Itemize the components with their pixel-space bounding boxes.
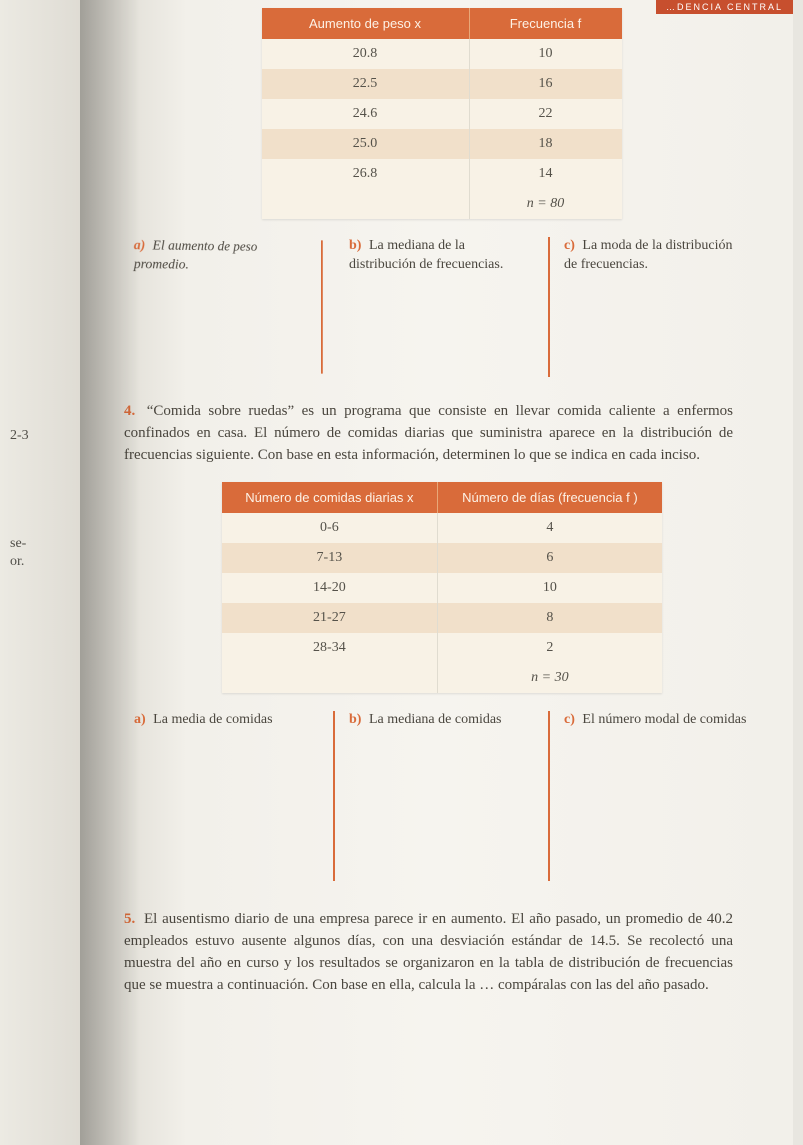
q4-col-c: c) El número modal de comidas xyxy=(550,711,763,881)
t1-r3c1: 18 xyxy=(469,129,621,159)
q4-b-label: b) xyxy=(349,712,361,727)
para4-text: “Comida sobre ruedas” es un programa que… xyxy=(124,403,733,463)
t2-r3c0: 21-27 xyxy=(222,603,438,633)
t2-total0 xyxy=(222,663,438,693)
q4-c-text: El número modal de comidas xyxy=(582,712,746,727)
q3-c-label: c) xyxy=(564,238,575,253)
para5-text: El ausentismo diario de una empresa pare… xyxy=(124,911,733,992)
q4-a-text: La media de comidas xyxy=(153,712,272,727)
t1-r3c0: 25.0 xyxy=(262,129,470,159)
margin-label-3: or. xyxy=(10,554,24,570)
q4-c-label: c) xyxy=(564,712,575,727)
t1-r4c0: 26.8 xyxy=(262,159,470,189)
t1-r1c1: 16 xyxy=(469,69,621,99)
t2-r1c1: 6 xyxy=(438,543,662,573)
t1-r4c1: 14 xyxy=(469,159,621,189)
para5-num: 5. xyxy=(124,911,135,927)
header-strip: …DENCIA CENTRAL xyxy=(656,0,793,14)
t2-h1: Número de días (frecuencia f ) xyxy=(438,482,662,513)
t1-r2c1: 22 xyxy=(469,99,621,129)
q4-a-label: a) xyxy=(134,712,146,727)
t1-r2c0: 24.6 xyxy=(262,99,470,129)
t2-r4c1: 2 xyxy=(438,633,662,663)
q3-c-text: La moda de la distribución de frecuencia… xyxy=(564,238,732,272)
q3-col-a: a) El aumento de peso promedio. xyxy=(120,237,323,377)
question4-options: a) La media de comidas b) La mediana de … xyxy=(120,711,763,881)
left-margin: 2-3 se- or. xyxy=(0,0,80,1145)
q4-b-text: La mediana de comidas xyxy=(369,712,502,727)
t2-h0: Número de comidas diarias x xyxy=(222,482,438,513)
t1-total1: n = 80 xyxy=(469,189,621,219)
q3-a-text: El aumento de peso promedio. xyxy=(134,239,257,273)
margin-label-1: 2-3 xyxy=(10,428,29,444)
q3-col-c: c) La moda de la distribución de frecuen… xyxy=(550,237,763,377)
t2-r1c0: 7-13 xyxy=(222,543,438,573)
t1-r0c1: 10 xyxy=(469,39,621,69)
t2-r2c1: 10 xyxy=(438,573,662,603)
q4-col-b: b) La mediana de comidas xyxy=(335,711,550,881)
t1-h1: Frecuencia f xyxy=(469,8,621,39)
t1-r0c0: 20.8 xyxy=(262,39,470,69)
paragraph-4: 4. “Comida sobre ruedas” es un programa … xyxy=(124,401,733,466)
q3-a-label: a) xyxy=(134,238,145,253)
t2-r4c0: 28-34 xyxy=(222,633,438,663)
t2-total1: n = 30 xyxy=(438,663,662,693)
t2-r2c0: 14-20 xyxy=(222,573,438,603)
t2-r0c0: 0-6 xyxy=(222,513,438,543)
q4-col-a: a) La media de comidas xyxy=(120,711,335,881)
t1-h0: Aumento de peso x xyxy=(262,8,470,39)
t1-r1c0: 22.5 xyxy=(262,69,470,99)
t2-r0c1: 4 xyxy=(438,513,662,543)
t2-r3c1: 8 xyxy=(438,603,662,633)
para4-num: 4. xyxy=(124,403,135,419)
q3-b-text: La mediana de la distribución de frecuen… xyxy=(349,238,503,272)
question3-options: a) El aumento de peso promedio. b) La me… xyxy=(120,237,763,377)
table-comidas: Número de comidas diarias x Número de dí… xyxy=(222,482,662,693)
q3-b-label: b) xyxy=(349,238,361,253)
page: …DENCIA CENTRAL Aumento de peso x Frecue… xyxy=(80,0,793,1145)
table-aumento-peso: Aumento de peso x Frecuencia f 20.810 22… xyxy=(262,8,622,219)
margin-label-2: se- xyxy=(10,536,26,552)
paragraph-5: 5. El ausentismo diario de una empresa p… xyxy=(124,909,733,996)
t1-total0 xyxy=(262,189,470,219)
q3-col-b: b) La mediana de la distribución de frec… xyxy=(335,237,550,377)
